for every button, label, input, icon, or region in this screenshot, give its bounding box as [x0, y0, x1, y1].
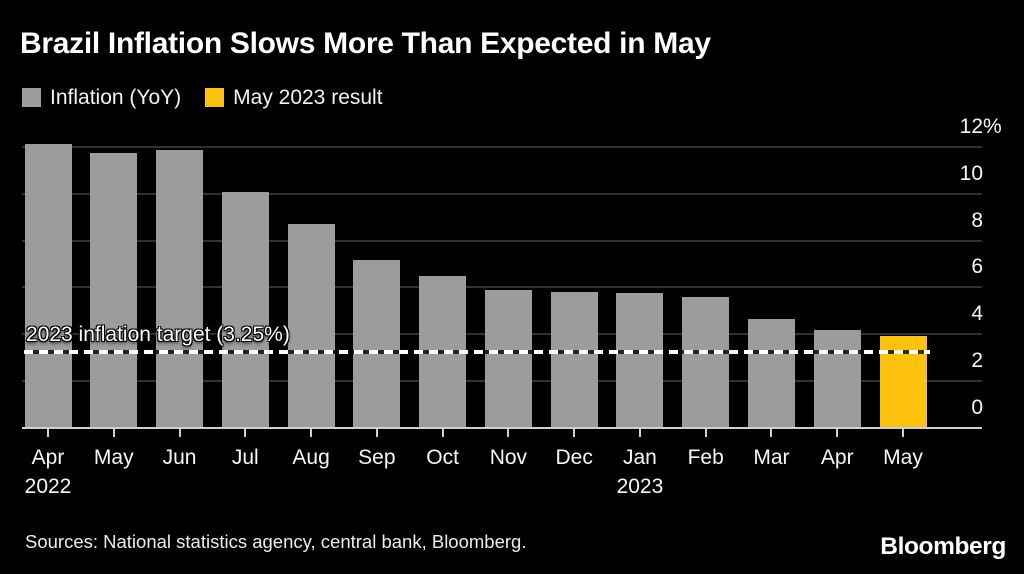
chart-legend: Inflation (YoY) May 2023 result [22, 87, 383, 108]
grid-line [22, 145, 982, 148]
y-axis-unit-suffix: % [983, 114, 1002, 138]
target-line-label: 2023 inflation target (3.25%) [26, 323, 290, 346]
x-axis-tick [770, 428, 773, 437]
x-axis-label: Oct [397, 446, 489, 470]
x-axis-tick [47, 428, 49, 437]
legend-item-may-2023-result: May 2023 result [205, 86, 383, 109]
x-axis-label: Apr [791, 446, 883, 470]
bar [550, 292, 598, 428]
x-axis-month-label: May [883, 446, 923, 469]
x-axis-tick [178, 428, 181, 437]
bar [90, 153, 138, 428]
x-axis-label: May [857, 446, 949, 470]
y-axis-label: 8 [971, 208, 983, 232]
x-axis-month-label: Jun [162, 446, 197, 469]
x-axis-label: Dec [528, 446, 620, 470]
grid-line [22, 192, 982, 195]
sources-note: Sources: National statistics agency, cen… [25, 531, 527, 552]
x-axis-label: Nov [462, 446, 554, 470]
legend-item-inflation-yoy: Inflation (YoY) [22, 87, 181, 108]
x-axis-year-label: 2022 [24, 475, 72, 498]
inflation-target-line [24, 349, 930, 354]
x-axis-tick [638, 428, 641, 437]
x-axis-month-label: Sep [358, 446, 396, 469]
x-axis-month-label: Apr [31, 446, 65, 469]
x-axis-month-label: Jul [231, 446, 259, 469]
y-axis-label: 10 [959, 161, 983, 185]
x-axis-label: Sep [331, 446, 423, 470]
x-axis-month-label: May [93, 446, 134, 469]
x-axis-tick [375, 428, 378, 437]
x-axis-baseline [22, 427, 982, 429]
x-axis-label: Apr 2022 [2, 446, 94, 499]
y-axis-label: 2 [971, 349, 983, 373]
gray-series-swatch-icon [22, 88, 41, 107]
bar [156, 149, 204, 428]
legend-label-inflation-yoy: Inflation (YoY) [50, 86, 182, 109]
x-axis-tick [244, 428, 247, 437]
bar [24, 143, 72, 428]
yellow-series-swatch-icon [205, 88, 225, 107]
x-axis-tick [902, 428, 904, 437]
x-axis-label: May [68, 446, 160, 470]
bar [813, 330, 861, 428]
x-axis-label: Jul [199, 446, 291, 470]
y-axis-label: 4 [971, 302, 983, 326]
x-axis-month-label: Mar [753, 446, 790, 469]
bar [616, 292, 664, 428]
x-axis-label: Jun [134, 446, 226, 470]
bloomberg-logo: Bloomberg [880, 533, 1006, 560]
bar [682, 296, 730, 428]
x-axis-month-label: Aug [292, 446, 330, 469]
bar [287, 223, 335, 428]
x-axis-label: Feb [660, 446, 752, 470]
x-axis-tick [836, 428, 839, 437]
bar [221, 192, 269, 428]
x-axis-month-label: Oct [426, 446, 459, 469]
x-axis-tick [310, 428, 313, 437]
bar [353, 260, 401, 428]
x-axis-label: Jan 2023 [594, 446, 686, 499]
y-axis-label: 0 [971, 396, 983, 419]
x-axis-month-label: Jan [622, 446, 657, 469]
x-axis-month-label: Feb [687, 446, 724, 469]
x-axis-month-label: Apr [820, 446, 854, 469]
bar [484, 289, 532, 428]
x-axis-tick [573, 428, 576, 437]
x-axis-label: Aug [265, 446, 357, 470]
legend-label-may-2023-result: May 2023 result [233, 86, 383, 109]
x-axis-tick [704, 428, 707, 437]
x-axis-tick [507, 428, 510, 437]
bar [747, 319, 795, 428]
x-axis-month-label: Nov [489, 446, 528, 469]
x-axis-tick [441, 428, 444, 437]
x-axis-month-label: Dec [555, 446, 593, 469]
y-axis-label: 6 [971, 255, 983, 279]
x-axis-label: Mar [725, 446, 817, 470]
x-axis-tick [112, 428, 115, 437]
x-axis-year-label: 2023 [616, 475, 664, 498]
grid-line [22, 286, 982, 289]
y-axis-label: 12% [959, 114, 1002, 138]
grid-line [22, 239, 982, 242]
chart-title: Brazil Inflation Slows More Than Expecte… [20, 27, 711, 60]
